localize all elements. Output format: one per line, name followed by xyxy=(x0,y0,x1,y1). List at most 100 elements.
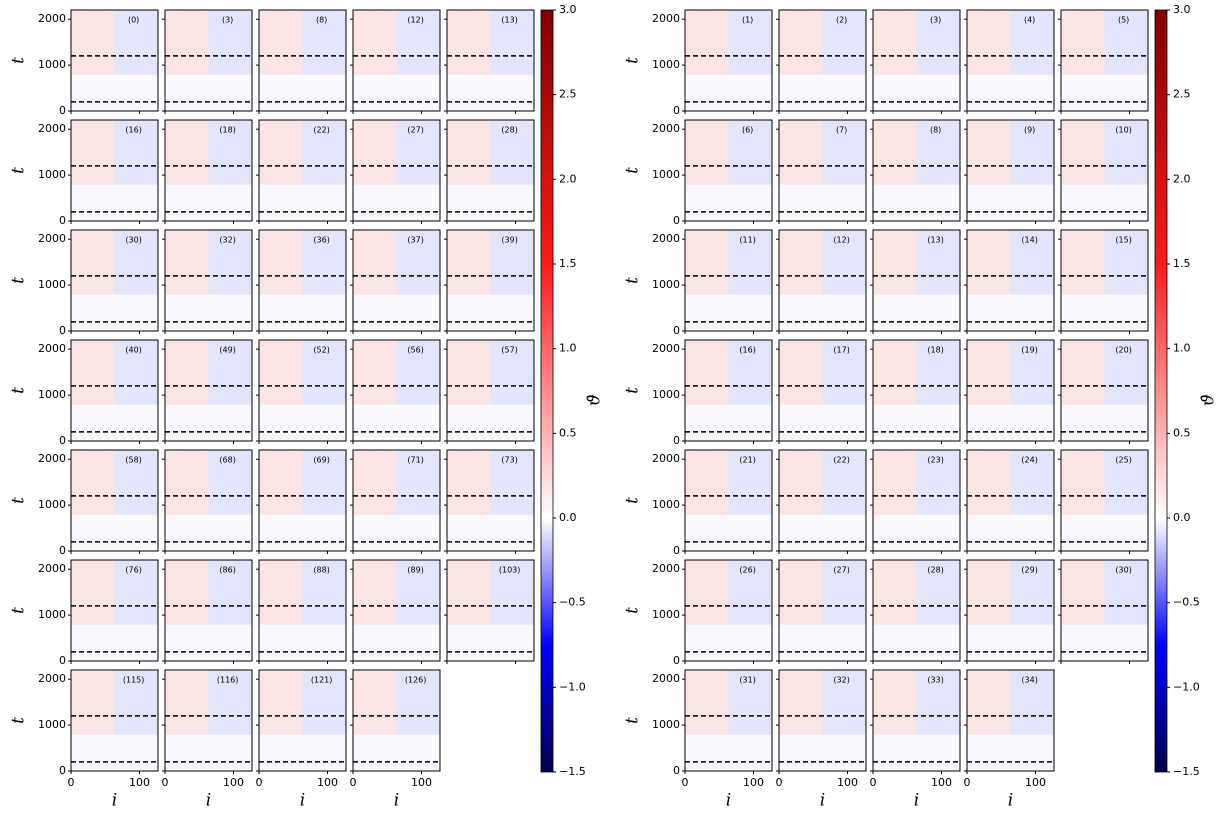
y-tick-label: 2000 xyxy=(38,122,66,135)
subplot: (28) xyxy=(444,119,535,224)
colorbar-tick-label: 2.0 xyxy=(1173,172,1191,185)
panel-frame xyxy=(446,229,535,332)
heatmap-texture xyxy=(353,10,397,75)
panel-frame xyxy=(966,9,1055,112)
heatmap-texture xyxy=(114,340,158,405)
panel-label: (8) xyxy=(930,126,941,135)
colorbar-tick-label: −1.5 xyxy=(559,765,586,778)
heatmap-texture xyxy=(967,670,1011,735)
y-tick-label: 2000 xyxy=(38,12,66,25)
panel-label: (12) xyxy=(407,16,423,25)
panel-label: (25) xyxy=(1115,456,1131,465)
colorbar-tick-label: 0.0 xyxy=(559,511,577,524)
heatmap-texture xyxy=(1061,450,1105,515)
x-tick-label: 0 xyxy=(68,776,75,789)
x-axis-label: i xyxy=(914,791,919,811)
heatmap-texture xyxy=(779,670,823,735)
panel-label: (69) xyxy=(313,456,329,465)
subplot: (86) xyxy=(162,559,253,664)
heatmap-texture xyxy=(1104,120,1148,185)
subplot: (25) xyxy=(1058,449,1149,554)
y-tick-label: 1000 xyxy=(652,718,680,731)
colorbar-tick-label: −0.5 xyxy=(559,596,586,609)
heatmap-texture xyxy=(165,120,209,185)
panel-label: (115) xyxy=(123,676,145,685)
heatmap-texture xyxy=(396,10,440,75)
colorbar-tick-label: 1.5 xyxy=(1173,257,1191,270)
y-axis-label: t xyxy=(9,607,29,614)
y-axis-label: t xyxy=(623,717,643,724)
subplot: (16) 0 1000 2000 t xyxy=(623,339,773,447)
x-axis-label: i xyxy=(820,791,825,811)
y-axis-label: t xyxy=(9,57,29,64)
x-tick-label: 0 xyxy=(682,776,689,789)
panel-label: (15) xyxy=(1115,236,1131,245)
y-tick-label: 2000 xyxy=(38,452,66,465)
heatmap-texture xyxy=(916,450,960,515)
subplot: (13) xyxy=(870,229,961,334)
heatmap-texture xyxy=(208,340,252,405)
panel-frame xyxy=(352,119,441,222)
heatmap-texture xyxy=(822,10,866,75)
panel-label: (4) xyxy=(1024,16,1035,25)
heatmap-texture xyxy=(208,560,252,625)
subplot: (21) 0 1000 2000 t xyxy=(623,449,773,557)
panel-frame xyxy=(778,559,867,662)
colorbar-tick-label: −0.5 xyxy=(1173,596,1200,609)
panel-label: (14) xyxy=(1021,236,1037,245)
y-axis-label: t xyxy=(623,607,643,614)
heatmap-texture xyxy=(396,340,440,405)
panel-label: (11) xyxy=(739,236,755,245)
panel-label: (26) xyxy=(739,566,755,575)
heatmap-texture xyxy=(1010,230,1054,295)
heatmap-texture xyxy=(1010,450,1054,515)
heatmap-texture xyxy=(259,10,303,75)
panel-label: (29) xyxy=(1021,566,1037,575)
panel-label: (34) xyxy=(1021,676,1037,685)
panel-label: (22) xyxy=(313,126,329,135)
x-axis-label: i xyxy=(206,791,211,811)
heatmap-texture xyxy=(685,670,729,735)
heatmap-texture xyxy=(490,560,534,625)
x-axis-label: i xyxy=(300,791,305,811)
x-tick-label: 0 xyxy=(964,776,971,789)
subplot: (115) 0 1000 2000 0 100 t i xyxy=(9,669,159,811)
heatmap-texture xyxy=(779,450,823,515)
heatmap-texture xyxy=(779,120,823,185)
heatmap-texture xyxy=(208,120,252,185)
subplot: (30) 0 1000 2000 t xyxy=(9,229,159,337)
heatmap-texture xyxy=(873,560,917,625)
y-tick-label: 1000 xyxy=(652,58,680,71)
y-tick-label: 2000 xyxy=(652,122,680,135)
panel-frame xyxy=(1060,559,1149,662)
panel-frame xyxy=(778,669,867,772)
heatmap-texture xyxy=(165,230,209,295)
subplot: (1) 0 1000 2000 t xyxy=(623,9,773,117)
y-tick-label: 1000 xyxy=(38,278,66,291)
x-axis-label: i xyxy=(394,791,399,811)
subplot: (31) 0 1000 2000 0 100 t i xyxy=(623,669,773,811)
panel-label: (30) xyxy=(1115,566,1131,575)
heatmap-texture xyxy=(490,120,534,185)
heatmap-texture xyxy=(165,670,209,735)
panel-frame xyxy=(258,229,347,332)
subplot: (88) xyxy=(256,559,347,664)
panel-label: (3) xyxy=(930,16,941,25)
subplot: (9) xyxy=(964,119,1055,224)
panel-frame xyxy=(258,449,347,552)
y-axis-label: t xyxy=(9,387,29,394)
panel-label: (27) xyxy=(833,566,849,575)
heatmap-texture xyxy=(447,10,491,75)
y-tick-label: 0 xyxy=(59,324,66,337)
subplot: (10) xyxy=(1058,119,1149,224)
panel-frame xyxy=(684,449,773,552)
heatmap-texture xyxy=(685,340,729,405)
heatmap-texture xyxy=(447,120,491,185)
heatmap-texture xyxy=(490,230,534,295)
heatmap-texture xyxy=(873,340,917,405)
panel-frame xyxy=(164,339,253,442)
subplot: (39) xyxy=(444,229,535,334)
y-tick-label: 1000 xyxy=(38,608,66,621)
heatmap-texture xyxy=(165,450,209,515)
